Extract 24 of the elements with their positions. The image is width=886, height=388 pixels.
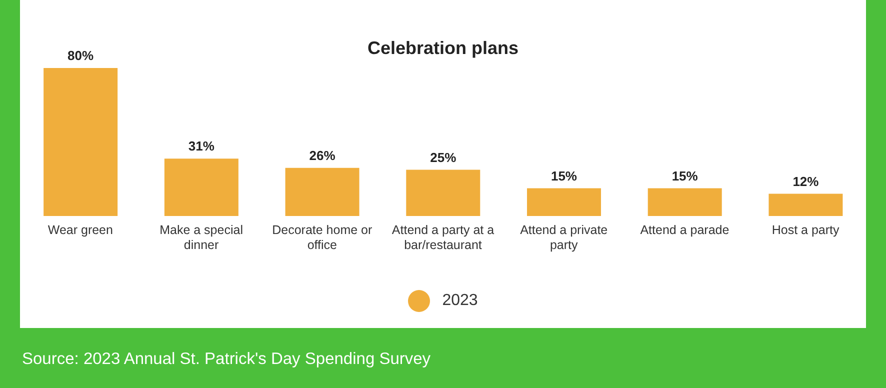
x-tick-label: Attend a private party [520,223,608,252]
x-tick-label: Make a special dinner [160,223,243,252]
data-label: 26% [309,148,336,163]
bar [44,68,118,216]
data-label: 15% [672,168,698,184]
bar [648,188,722,216]
data-label: 80% [68,48,94,63]
x-tick-label: Attend a parade [640,223,730,237]
x-tick-label: Host a party [772,223,840,237]
bar [406,170,480,216]
bar [164,158,238,216]
x-tick-label: Wear green [48,223,114,237]
data-label: 12% [792,174,820,189]
data-label: 15% [550,168,578,184]
legend-label: 2023 [442,292,478,310]
bar [768,194,843,216]
bar [526,188,601,216]
chart-title: Celebration plans [367,38,519,58]
data-label: 25% [430,150,457,165]
x-tick-label: Decorate home or office [272,223,372,252]
x-tick-label: Attend a party at a bar/restaurant [392,223,494,252]
bar [285,168,360,216]
data-label: 31% [188,138,215,154]
source-note: Source: 2023 Annual St. Patrick's Day Spending Survey [22,350,431,369]
